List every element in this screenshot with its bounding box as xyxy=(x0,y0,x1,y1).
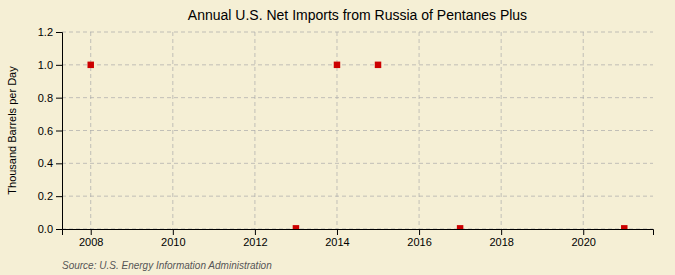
tick: 2014 xyxy=(325,229,349,248)
axis-line xyxy=(63,230,654,236)
tick-label: 2018 xyxy=(489,236,513,248)
grid xyxy=(62,32,653,229)
point xyxy=(457,225,463,229)
grid-line xyxy=(62,196,653,197)
tick-label: 2016 xyxy=(407,236,431,248)
tick-mark xyxy=(56,196,62,197)
tick-mark xyxy=(91,229,92,235)
tick-mark xyxy=(583,229,584,235)
points xyxy=(87,62,627,229)
tick-label: 0.6 xyxy=(38,125,53,137)
tick: 1.2 xyxy=(38,26,62,38)
tick-label: 0.0 xyxy=(38,223,53,235)
tick-mark xyxy=(419,229,420,235)
axis-line xyxy=(56,33,63,230)
tick-label: 1.2 xyxy=(38,26,53,38)
tick-label: 2014 xyxy=(325,236,349,248)
point xyxy=(621,225,627,229)
tick-label: 2010 xyxy=(161,236,185,248)
tick: 0.8 xyxy=(38,92,62,104)
plot: 2008 2010 2012 2014 2016 2018 2020 0.0 0.2 0.4 0.6… xyxy=(38,26,654,248)
tick: 2012 xyxy=(243,229,267,248)
grid-line xyxy=(501,32,502,229)
chart: 2008 2010 2012 2014 2016 2018 2020 0.0 0.2 0.4 0.6… xyxy=(0,0,675,275)
y-axis: 0.0 0.2 0.4 0.6 0.8 1.0 1.2 xyxy=(38,26,63,235)
grid-line xyxy=(62,130,653,131)
grid-line xyxy=(62,32,653,33)
tick: 2008 xyxy=(79,229,103,248)
grid-line xyxy=(62,163,653,164)
tick: 2010 xyxy=(161,229,185,248)
tick: 0.6 xyxy=(38,125,62,137)
grid-line xyxy=(172,32,173,229)
tick-mark xyxy=(337,229,338,235)
tick: 1.0 xyxy=(38,59,62,71)
point xyxy=(293,225,299,229)
tick-mark xyxy=(255,229,256,235)
grid-line xyxy=(62,64,653,65)
tick: 2020 xyxy=(571,229,595,248)
tick-label: 2020 xyxy=(571,236,595,248)
point xyxy=(334,62,340,68)
tick-mark xyxy=(56,131,62,132)
annotation: Source: U.S. Energy Information Administ… xyxy=(62,260,272,271)
tick-label: 0.2 xyxy=(38,190,53,202)
tick-mark xyxy=(56,98,62,99)
tick-mark xyxy=(56,65,62,66)
title: Annual U.S. Net Imports from Russia of P… xyxy=(188,7,527,23)
tick-mark xyxy=(56,32,62,33)
tick-mark xyxy=(56,229,62,230)
grid-line xyxy=(62,97,653,98)
tick: 2016 xyxy=(407,229,431,248)
point xyxy=(87,62,93,68)
tick-label: 2012 xyxy=(243,236,267,248)
x-axis: 2008 2010 2012 2014 2016 2018 2020 xyxy=(63,229,654,248)
tick: 0.4 xyxy=(38,157,62,169)
tick-mark xyxy=(173,229,174,235)
y-axis-title: Thousand Barrels per Day xyxy=(6,66,18,195)
tick: 0.0 xyxy=(38,223,62,235)
tick-label: 1.0 xyxy=(38,59,53,71)
tick-label: 0.4 xyxy=(38,157,53,169)
tick-label: 0.8 xyxy=(38,92,53,104)
tick-mark xyxy=(56,163,62,164)
tick-label: 2008 xyxy=(79,236,103,248)
point xyxy=(375,62,381,68)
tick: 2018 xyxy=(489,229,513,248)
tick: 0.2 xyxy=(38,190,62,202)
tick-mark xyxy=(501,229,502,235)
